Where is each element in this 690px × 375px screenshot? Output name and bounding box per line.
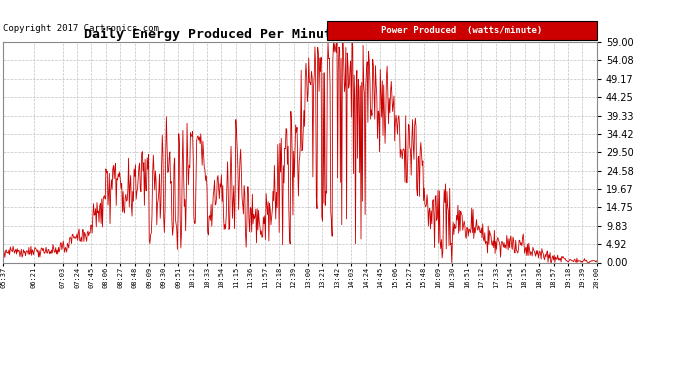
Text: Power Produced  (watts/minute): Power Produced (watts/minute) [382, 26, 542, 35]
Title: Daily Energy Produced Per Minute (Wm) Sat May 13 20:06: Daily Energy Produced Per Minute (Wm) Sa… [84, 28, 516, 41]
Text: Copyright 2017 Cartronics.com: Copyright 2017 Cartronics.com [3, 24, 159, 33]
FancyBboxPatch shape [327, 21, 597, 40]
